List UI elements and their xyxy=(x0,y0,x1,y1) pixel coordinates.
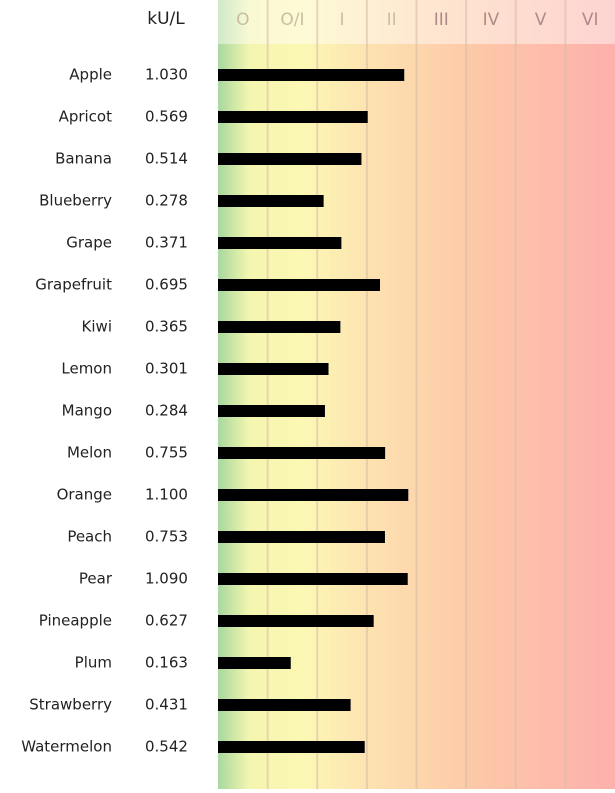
category-label: Kiwi xyxy=(82,318,112,336)
category-label: Pineapple xyxy=(39,612,112,630)
value-label: 0.278 xyxy=(145,192,188,210)
unit-label: kU/L xyxy=(147,9,185,29)
bar xyxy=(218,279,381,291)
value-label: 1.030 xyxy=(145,66,188,84)
category-label: Orange xyxy=(57,486,112,504)
value-label: 0.284 xyxy=(145,402,188,420)
bar xyxy=(218,111,368,123)
bar xyxy=(218,237,342,249)
value-label: 0.514 xyxy=(145,150,188,168)
value-label: 0.755 xyxy=(145,444,188,462)
category-label: Mango xyxy=(62,402,112,420)
value-label: 0.753 xyxy=(145,528,188,546)
bar xyxy=(218,321,341,333)
class-label: VI xyxy=(582,10,599,30)
class-label: III xyxy=(434,10,449,30)
value-label: 0.569 xyxy=(145,108,188,126)
value-label: 1.090 xyxy=(145,570,188,588)
bar xyxy=(218,489,409,501)
value-label: 0.695 xyxy=(145,276,188,294)
bar xyxy=(218,405,325,417)
category-label: Melon xyxy=(67,444,112,462)
category-label: Blueberry xyxy=(39,192,112,210)
value-label: 0.371 xyxy=(145,234,188,252)
category-label: Grape xyxy=(66,234,112,252)
category-label: Banana xyxy=(55,150,112,168)
bar xyxy=(218,69,405,81)
class-label: IV xyxy=(483,10,500,30)
bar xyxy=(218,699,351,711)
bar xyxy=(218,615,374,627)
category-label: Apricot xyxy=(59,108,113,126)
value-label: 0.365 xyxy=(145,318,188,336)
category-label: Strawberry xyxy=(29,696,112,714)
category-label: Lemon xyxy=(61,360,112,378)
class-label: O/I xyxy=(280,10,304,30)
value-label: 0.542 xyxy=(145,738,188,756)
bar xyxy=(218,153,362,165)
category-label: Watermelon xyxy=(21,738,112,756)
bar xyxy=(218,531,385,543)
class-label: V xyxy=(535,10,547,30)
class-label: II xyxy=(387,10,397,30)
class-label: I xyxy=(340,10,345,30)
category-label: Peach xyxy=(67,528,112,546)
category-label: Grapefruit xyxy=(35,276,112,294)
class-label: O xyxy=(236,10,249,30)
bar xyxy=(218,195,324,207)
category-label: Apple xyxy=(69,66,112,84)
bar xyxy=(218,573,408,585)
bar xyxy=(218,363,329,375)
value-label: 1.100 xyxy=(145,486,188,504)
value-label: 0.627 xyxy=(145,612,188,630)
value-label: 0.301 xyxy=(145,360,188,378)
category-label: Plum xyxy=(75,654,112,672)
bar xyxy=(218,447,386,459)
value-label: 0.431 xyxy=(145,696,188,714)
value-label: 0.163 xyxy=(145,654,188,672)
bar xyxy=(218,741,365,753)
category-label: Pear xyxy=(79,570,113,588)
bar xyxy=(218,657,291,669)
